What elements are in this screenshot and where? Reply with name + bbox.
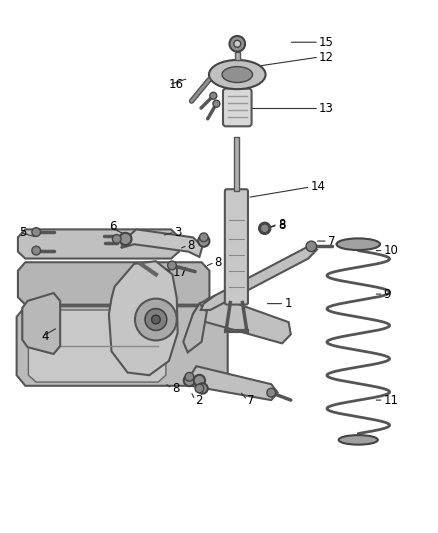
Text: 14: 14 <box>311 181 325 193</box>
Circle shape <box>197 383 208 394</box>
Polygon shape <box>191 366 278 400</box>
Circle shape <box>113 235 121 243</box>
Text: 17: 17 <box>173 266 187 279</box>
Text: 5: 5 <box>19 225 26 239</box>
Circle shape <box>184 375 195 386</box>
Circle shape <box>213 100 220 107</box>
Circle shape <box>145 309 167 330</box>
FancyBboxPatch shape <box>223 88 251 126</box>
Polygon shape <box>109 261 178 375</box>
Polygon shape <box>184 304 207 352</box>
Circle shape <box>119 233 131 245</box>
Polygon shape <box>22 293 60 354</box>
Text: 4: 4 <box>42 330 49 343</box>
Text: 8: 8 <box>278 219 285 232</box>
Circle shape <box>152 315 160 324</box>
Text: 7: 7 <box>247 393 255 407</box>
Circle shape <box>259 223 270 234</box>
Circle shape <box>168 261 177 270</box>
Circle shape <box>199 233 208 241</box>
Bar <box>234 136 239 191</box>
Circle shape <box>267 389 276 397</box>
Polygon shape <box>28 310 166 382</box>
Text: 16: 16 <box>169 78 184 91</box>
Polygon shape <box>18 262 209 305</box>
Circle shape <box>260 224 269 233</box>
Text: 7: 7 <box>328 235 336 247</box>
Ellipse shape <box>209 60 265 89</box>
Ellipse shape <box>336 238 380 250</box>
Text: 12: 12 <box>319 51 334 63</box>
Circle shape <box>306 241 317 252</box>
Circle shape <box>135 298 177 341</box>
FancyBboxPatch shape <box>225 189 248 304</box>
Text: 10: 10 <box>384 244 399 257</box>
Circle shape <box>194 375 205 386</box>
Text: 15: 15 <box>319 36 334 49</box>
Text: 8: 8 <box>278 217 285 231</box>
Polygon shape <box>201 245 317 310</box>
Text: 13: 13 <box>319 102 334 115</box>
Polygon shape <box>18 229 179 259</box>
Circle shape <box>32 228 41 237</box>
Polygon shape <box>17 306 228 386</box>
Circle shape <box>234 41 241 47</box>
Bar <box>235 52 240 60</box>
Text: 3: 3 <box>175 225 182 239</box>
Polygon shape <box>193 296 291 343</box>
Text: 1: 1 <box>284 297 292 310</box>
Circle shape <box>230 36 245 52</box>
Ellipse shape <box>339 435 378 445</box>
Text: 8: 8 <box>173 382 180 395</box>
Ellipse shape <box>222 67 253 83</box>
Text: 9: 9 <box>384 288 391 301</box>
Circle shape <box>198 236 209 247</box>
Circle shape <box>195 384 204 393</box>
Circle shape <box>210 92 217 99</box>
Text: 8: 8 <box>215 256 222 269</box>
Text: 6: 6 <box>110 220 117 233</box>
Text: 8: 8 <box>187 239 195 252</box>
Text: 2: 2 <box>195 393 202 407</box>
Circle shape <box>32 246 41 255</box>
Text: 11: 11 <box>384 393 399 407</box>
Circle shape <box>185 373 194 381</box>
Polygon shape <box>121 229 202 257</box>
